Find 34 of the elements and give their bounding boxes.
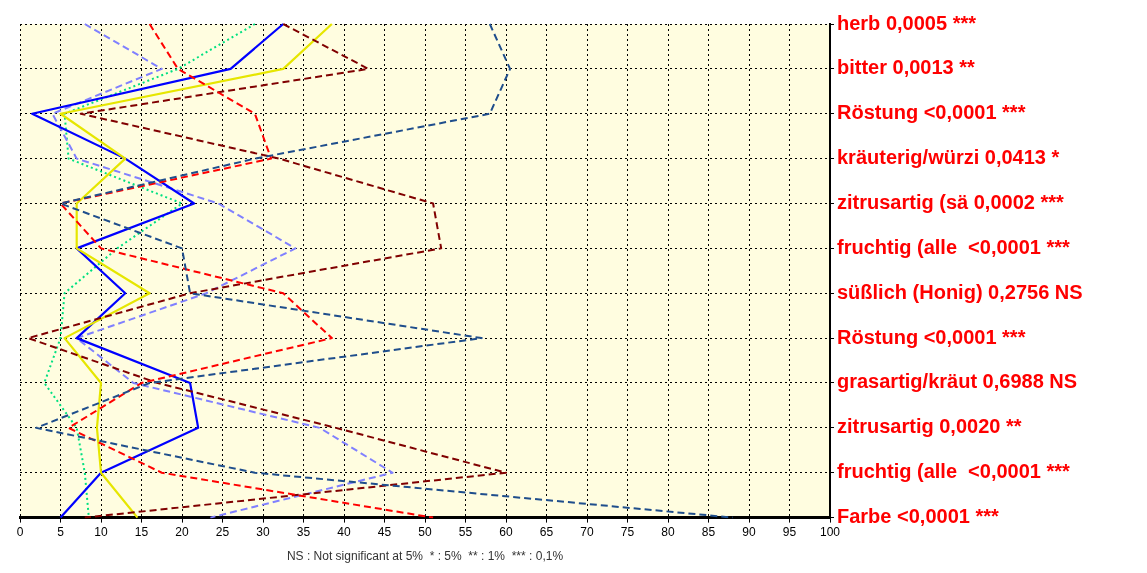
x-tick-label: 55	[458, 525, 473, 540]
y-tick-label: Farbe <0,0001 ***	[837, 505, 999, 528]
x-tick-label: 50	[418, 525, 432, 540]
y-tick-label: grasartig/kräut 0,6988 NS	[837, 370, 1078, 393]
y-tick-label: zitrusartig 0,0020 **	[837, 415, 1022, 438]
x-tick-label: 40	[337, 525, 351, 540]
text: NS : Not significant at 5% * : 5% ** : 1% *** : 0,1%	[286, 549, 564, 564]
x-tick-label: 35	[296, 525, 311, 540]
y-tick-label: kräuterig/würzi 0,0413 *	[837, 146, 1060, 169]
x-tick-label: 100	[819, 525, 841, 540]
x-tick-label: 15	[134, 525, 149, 540]
x-tick-label: 10	[94, 525, 108, 540]
x-tick-label: 95	[782, 525, 797, 540]
y-tick-label: Röstung <0,0001 ***	[837, 325, 1026, 348]
x-tick-label: 65	[539, 525, 554, 540]
x-tick-label: 80	[661, 525, 675, 540]
x-tick-label: 30	[256, 525, 270, 540]
x-tick-label: 25	[215, 525, 230, 540]
x-tick-label: 20	[175, 525, 189, 540]
x-tick-label: 75	[620, 525, 635, 540]
y-tick-label: fruchtig (alle <0,0001 ***	[837, 460, 1071, 483]
y-tick-label: herb 0,0005 ***	[837, 11, 977, 34]
y-tick-label: fruchtig (alle <0,0001 ***	[837, 235, 1071, 258]
x-tick-label: 70	[580, 525, 594, 540]
x-tick-label: 5	[57, 525, 65, 540]
x-tick-label: 0	[16, 525, 24, 540]
x-tick-label: 45	[377, 525, 392, 540]
y-tick-label: zitrusartig (sä 0,0002 ***	[837, 191, 1064, 214]
y-tick-label: Röstung <0,0001 ***	[837, 101, 1026, 124]
y-tick-label: bitter 0,0013 **	[837, 56, 976, 79]
x-tick-label: 60	[499, 525, 513, 540]
x-tick-label: 85	[701, 525, 716, 540]
y-tick-label: süßlich (Honig) 0,2756 NS	[837, 280, 1083, 303]
x-tick-label: 90	[742, 525, 756, 540]
